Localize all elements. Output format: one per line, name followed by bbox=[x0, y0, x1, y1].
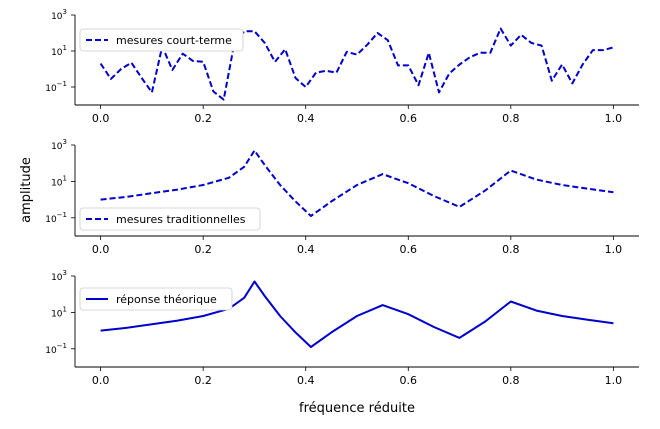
legend: réponse théorique bbox=[79, 287, 233, 311]
y-axis-label: amplitude bbox=[19, 157, 34, 223]
y-tick-label: 101 bbox=[51, 44, 67, 58]
x-tick-label: 0.0 bbox=[92, 243, 110, 256]
x-axis-label: fréquence réduite bbox=[299, 401, 415, 416]
legend-label: mesures traditionnelles bbox=[116, 213, 246, 226]
legend-frame bbox=[79, 287, 233, 311]
y-tick-label: 103 bbox=[51, 8, 67, 22]
x-tick-label: 0.8 bbox=[502, 112, 520, 125]
x-tick-label: 0.2 bbox=[194, 243, 212, 256]
x-tick-label: 0.2 bbox=[194, 112, 212, 125]
y-tick-label: 103 bbox=[51, 269, 67, 283]
subplot-theorique: 0.0 0.2 0.4 0.6 0.8 1.0 10−1 101 103 réponse thé… bbox=[45, 269, 639, 416]
y-tick-label: 101 bbox=[51, 305, 67, 319]
x-tick-label: 0.4 bbox=[297, 112, 315, 125]
x-tick-label: 0.2 bbox=[194, 374, 212, 387]
x-tick-label: 0.0 bbox=[92, 374, 110, 387]
legend-label: mesures court-terme bbox=[116, 34, 232, 47]
series-line bbox=[100, 280, 614, 348]
x-tick-label: 1.0 bbox=[605, 112, 623, 125]
x-tick-label: 1.0 bbox=[605, 243, 623, 256]
y-tick-label: 103 bbox=[51, 138, 67, 152]
data-layer bbox=[99, 27, 614, 101]
axis-ticks: 0.0 0.2 0.4 0.6 0.8 1.0 10−1 101 103 bbox=[45, 138, 622, 256]
x-tick-label: 0.8 bbox=[502, 243, 520, 256]
x-tick-label: 0.6 bbox=[400, 112, 418, 125]
series-line bbox=[99, 27, 614, 101]
subplot-traditionnelles: 0.0 0.2 0.4 0.6 0.8 1.0 10−1 101 103 mesures tra… bbox=[19, 138, 639, 256]
axis-ticks: 0.0 0.2 0.4 0.6 0.8 1.0 10−1 101 103 bbox=[45, 8, 622, 125]
x-tick-label: 1.0 bbox=[605, 374, 623, 387]
y-tick-label: 10−1 bbox=[45, 211, 67, 225]
x-tick-label: 0.8 bbox=[502, 374, 520, 387]
legend-label: réponse théorique bbox=[116, 293, 217, 306]
legend-frame bbox=[79, 207, 261, 231]
x-tick-label: 0.6 bbox=[400, 243, 418, 256]
data-layer bbox=[100, 149, 614, 217]
legend: mesures court-terme bbox=[79, 28, 244, 52]
y-tick-label: 10−1 bbox=[45, 342, 67, 356]
series-line bbox=[100, 149, 614, 217]
axis-ticks: 0.0 0.2 0.4 0.6 0.8 1.0 10−1 101 103 bbox=[45, 269, 622, 387]
legend-frame bbox=[79, 28, 244, 52]
y-tick-label: 101 bbox=[51, 174, 67, 188]
x-tick-label: 0.4 bbox=[297, 243, 315, 256]
x-tick-label: 0.0 bbox=[92, 112, 110, 125]
subplot-court-terme: 0.0 0.2 0.4 0.6 0.8 1.0 10−1 101 103 mesures cou… bbox=[45, 8, 639, 125]
x-tick-label: 0.4 bbox=[297, 374, 315, 387]
legend: mesures traditionnelles bbox=[79, 207, 261, 231]
y-tick-label: 10−1 bbox=[45, 80, 67, 94]
x-tick-label: 0.6 bbox=[400, 374, 418, 387]
data-layer bbox=[100, 280, 614, 348]
